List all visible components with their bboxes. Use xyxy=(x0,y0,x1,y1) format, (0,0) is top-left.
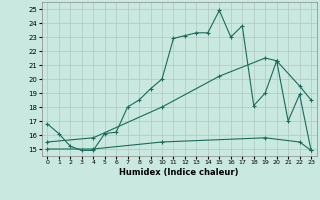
X-axis label: Humidex (Indice chaleur): Humidex (Indice chaleur) xyxy=(119,168,239,177)
